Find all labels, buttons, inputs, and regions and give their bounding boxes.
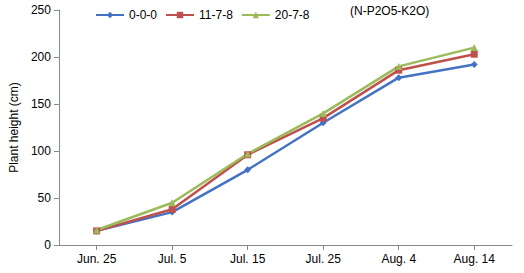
svg-text:200: 200 [31,50,51,64]
svg-text:100: 100 [31,144,51,158]
svg-text:Plant height (cm): Plant height (cm) [7,82,21,173]
svg-text:Jul. 5: Jul. 5 [158,252,187,266]
svg-text:Jul. 25: Jul. 25 [306,252,342,266]
svg-text:Jul. 15: Jul. 15 [230,252,266,266]
svg-text:20-7-8: 20-7-8 [275,8,310,22]
svg-text:Jun. 25: Jun. 25 [77,252,117,266]
svg-text:0: 0 [44,238,51,252]
svg-text:50: 50 [38,191,52,205]
svg-text:11-7-8: 11-7-8 [199,8,233,22]
svg-text:0-0-0: 0-0-0 [129,8,157,22]
svg-text:Aug. 4: Aug. 4 [381,252,416,266]
svg-text:150: 150 [31,97,51,111]
svg-text:(N-P2O5-K2O): (N-P2O5-K2O) [350,4,429,18]
svg-text:Aug. 14: Aug. 14 [454,252,496,266]
svg-text:250: 250 [31,3,51,17]
